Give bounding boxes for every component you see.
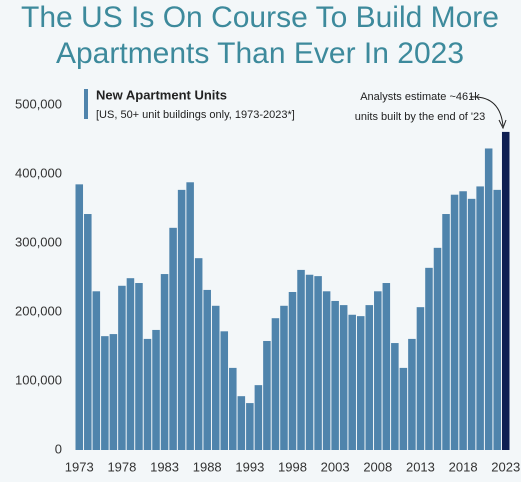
bar: [314, 276, 322, 450]
x-tick-label: 2013: [406, 459, 435, 474]
bar: [374, 291, 382, 450]
y-tick-label: 300,000: [15, 234, 62, 249]
bar: [254, 385, 263, 450]
bar: [484, 148, 493, 450]
bar: [271, 318, 280, 450]
bar: [186, 182, 194, 450]
annotation-arrowhead: [498, 119, 507, 130]
bar: [160, 274, 169, 450]
bar: [416, 307, 425, 450]
bar: [433, 247, 442, 450]
bar: [135, 283, 143, 450]
bar: [399, 367, 408, 450]
x-tick-label: 2023: [491, 459, 520, 474]
x-tick-label: 2018: [449, 459, 478, 474]
bar: [169, 227, 177, 450]
bar: [280, 305, 288, 450]
annotation-arrow: [469, 96, 504, 127]
bar: [177, 189, 186, 450]
chart-title: The US Is On Course To Build More: [21, 1, 499, 34]
chart-title: Apartments Than Ever In 2023: [56, 37, 464, 70]
legend-marker: [84, 89, 88, 119]
bar: [348, 314, 356, 450]
bar: [229, 367, 237, 450]
bar: [450, 194, 459, 450]
bar: [365, 305, 374, 450]
x-tick-label: 1983: [150, 459, 179, 474]
bar: [459, 191, 467, 450]
x-tick-label: 1973: [65, 459, 94, 474]
legend-subtitle: [US, 50+ unit buildings only, 1973-2023*…: [96, 109, 295, 121]
bar: [194, 258, 203, 450]
bar: [356, 316, 365, 450]
bar: [109, 334, 118, 450]
x-tick-label: 1998: [278, 459, 307, 474]
bar: [143, 338, 152, 450]
bar: [75, 184, 84, 450]
bar: [297, 269, 305, 450]
x-tick-label: 2008: [363, 459, 392, 474]
annotation: Analysts estimate ~461k: [360, 91, 480, 103]
bar: [322, 291, 331, 450]
y-tick-label: 400,000: [15, 165, 62, 180]
bar: [152, 329, 160, 450]
bar: [203, 289, 211, 450]
bar: [92, 291, 101, 450]
bar: [237, 396, 246, 450]
bar: [425, 267, 433, 450]
bar: [442, 214, 450, 450]
bar: [288, 291, 297, 450]
x-tick-label: 2003: [321, 459, 350, 474]
bar: [305, 274, 314, 450]
bar: [331, 300, 339, 450]
bar: [467, 198, 476, 450]
annotation: units built by the end of '23: [355, 111, 486, 123]
bar: [246, 403, 254, 450]
bar: [220, 331, 229, 450]
y-tick-label: 0: [55, 441, 62, 456]
bar: [391, 343, 399, 450]
legend-title: New Apartment Units: [96, 87, 227, 102]
bar: [84, 214, 92, 450]
y-tick-label: 500,000: [15, 96, 62, 111]
bar: [408, 338, 416, 450]
x-tick-label: 1993: [235, 459, 264, 474]
y-tick-label: 200,000: [15, 303, 62, 318]
bar: [118, 285, 126, 450]
bar: [101, 336, 109, 450]
x-tick-label: 1978: [107, 459, 136, 474]
bar: [126, 278, 135, 450]
y-tick-label: 100,000: [15, 372, 62, 387]
bar: [211, 305, 220, 450]
bar: [382, 283, 391, 450]
bar: [263, 340, 271, 450]
bar: [339, 305, 348, 450]
x-tick-label: 1988: [193, 459, 222, 474]
bar: [493, 189, 501, 450]
bar: [476, 186, 484, 451]
bar: [501, 131, 510, 450]
